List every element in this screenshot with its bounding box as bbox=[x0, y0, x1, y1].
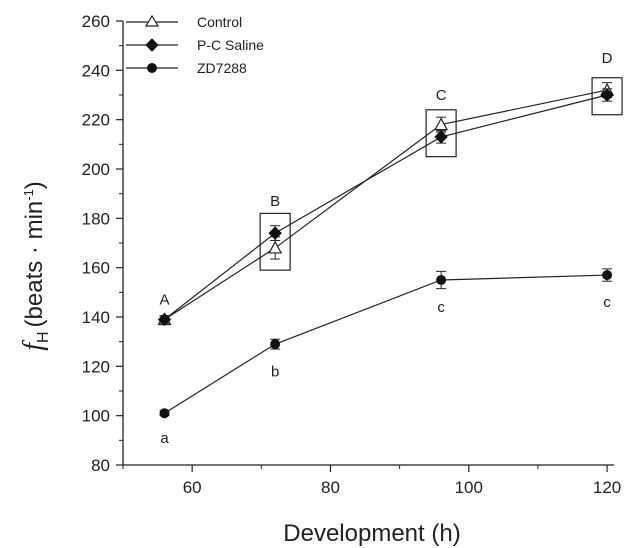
data-point-pc-saline bbox=[157, 312, 172, 327]
annotations: A B C Da b c c bbox=[159, 50, 612, 447]
series-line-zd7288 bbox=[164, 274, 608, 414]
y-tick-label: 160 bbox=[82, 259, 110, 278]
y-tick-label: 120 bbox=[82, 357, 110, 376]
series-layer bbox=[157, 82, 615, 419]
data-point-control bbox=[434, 117, 449, 131]
annotation-label: a bbox=[160, 430, 169, 447]
annotation-label: c bbox=[603, 294, 611, 311]
series-line-pc-saline bbox=[164, 94, 608, 320]
data-point-pc-saline bbox=[600, 88, 614, 102]
y-tick-label: 240 bbox=[82, 61, 110, 80]
y-tick-label: 180 bbox=[82, 209, 110, 228]
annotation-label: D bbox=[602, 50, 613, 67]
series-line-control bbox=[164, 89, 608, 320]
axes: 80 100 120 140 160 180 200 220 240 260 60 80 100 120 bbox=[82, 12, 622, 497]
y-axis-units: (beats · min bbox=[21, 201, 48, 328]
x-tick-label: 120 bbox=[593, 478, 621, 497]
data-point-control bbox=[268, 240, 283, 254]
data-point-pc-saline bbox=[268, 226, 282, 240]
legend-label-zd7288: ZD7288 bbox=[197, 60, 247, 76]
legend-marker-zd7288 bbox=[147, 63, 157, 73]
y-axis-close: ) bbox=[21, 181, 48, 189]
legend-label-control: Control bbox=[197, 14, 242, 30]
legend: Control P-C Saline ZD7288 bbox=[126, 14, 264, 76]
data-point-zd7288 bbox=[270, 339, 281, 350]
data-point-zd7288 bbox=[159, 408, 170, 419]
y-tick-label: 100 bbox=[82, 407, 110, 426]
data-point-zd7288 bbox=[436, 275, 447, 285]
y-tick-label: 260 bbox=[82, 12, 110, 31]
legend-marker-control bbox=[144, 14, 160, 27]
y-axis-symbol: f bbox=[18, 340, 49, 351]
y-tick-label: 200 bbox=[82, 160, 110, 179]
legend-marker-pc-saline bbox=[145, 38, 159, 52]
series-control bbox=[157, 82, 615, 326]
annotation-label: C bbox=[436, 87, 447, 104]
x-tick-label: 60 bbox=[183, 478, 202, 497]
y-axis-subscript: H bbox=[35, 331, 52, 343]
y-tick-label: 220 bbox=[82, 111, 110, 130]
legend-label-pc-saline: P-C Saline bbox=[197, 37, 264, 53]
group-box bbox=[591, 77, 623, 116]
x-tick-label: 80 bbox=[321, 478, 340, 497]
annotation-label: c bbox=[437, 299, 445, 316]
y-tick-label: 140 bbox=[82, 308, 110, 327]
series-pc-saline bbox=[157, 88, 614, 327]
x-axis-title: Development (h) bbox=[283, 520, 460, 547]
series-zd7288 bbox=[159, 268, 613, 419]
y-tick-label: 80 bbox=[91, 456, 110, 475]
data-point-pc-saline bbox=[434, 130, 448, 144]
group-box bbox=[259, 212, 291, 271]
y-axis-title: fH (beats · min-1) bbox=[18, 181, 52, 351]
group-boxes bbox=[259, 77, 623, 271]
annotation-label: A bbox=[159, 292, 169, 309]
x-tick-label: 100 bbox=[455, 478, 483, 497]
annotation-label: B bbox=[270, 193, 280, 210]
data-point-zd7288 bbox=[602, 270, 613, 281]
annotation-label: b bbox=[271, 363, 279, 380]
y-axis-exponent: -1 bbox=[21, 189, 36, 201]
